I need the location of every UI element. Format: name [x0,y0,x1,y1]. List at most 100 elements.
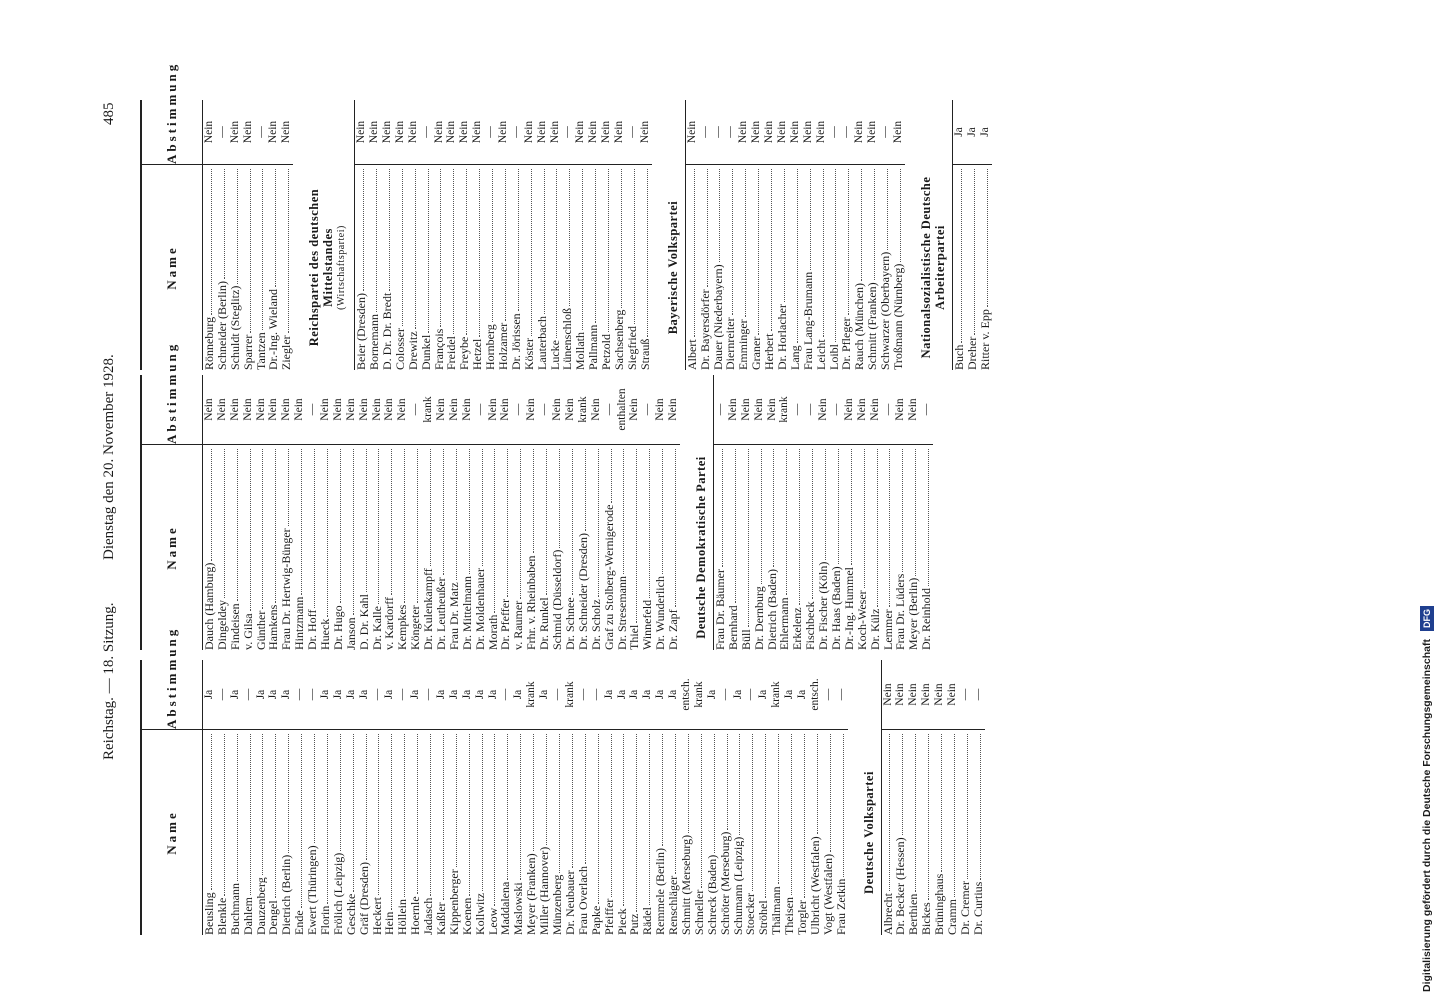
dot-leader [241,449,251,612]
vote: — [641,375,655,445]
member-name: Maddalena [499,881,513,935]
member-cell: Thälmann [770,730,783,935]
member-row: Frau Dr. Matz Nein [447,375,461,650]
vote: Nein [894,375,908,445]
dot-leader [254,734,264,876]
member-cell: Albrecht [881,730,894,935]
member-name: Bickes [920,902,934,935]
member-row: Dr. Leutheußer Nein [435,375,448,650]
dot-leader [868,449,878,607]
member-name: Siegfried [625,326,639,370]
page-number: 485 [101,102,117,126]
member-row: Dr. Dernburg Nein [752,375,766,650]
member-cell: Kaßler [435,730,448,935]
member-name: Schuldt (Steglitz) [228,285,242,370]
member-cell: Koenen [460,730,474,935]
member-name: Pfeiffer [602,898,616,935]
member-cell: Schmitt (Merseburg) [679,730,693,935]
vote: — [713,375,727,445]
member-cell: Findeisen [228,445,242,650]
member-row: Dr.-Ing. Wieland Nein [267,100,281,370]
member-row: Sachsenberg Nein [613,100,626,370]
vote: Nein [945,660,959,730]
member-row: Ziegler Nein [280,100,294,370]
member-cell: Schmitt (Franken) [866,165,879,370]
member-cell: Bickes [920,730,933,935]
member-name: Dr. Hugo [331,605,345,650]
member-name: Rauch (München) [853,283,867,370]
member-cell: Schwarzer (Oberbayern) [879,165,892,370]
dot-leader [241,169,251,333]
member-name: Dr. Leutheußer [435,577,448,650]
dot-leader [920,449,930,586]
member-cell: Putz [628,730,641,935]
member-name: Albert [685,339,699,370]
member-name: Dr. Haas (Baden) [829,566,843,650]
dot-leader [628,449,638,623]
member-row: Schröter (Merseburg) — [718,660,732,935]
member-name: Dr. Curtius [971,881,985,935]
party-subtitle: (Wirtschaftspartei) [336,225,348,310]
vote: Nein [458,100,472,165]
member-name: Leicht [814,339,828,370]
member-row: Günther Nein [254,375,268,650]
member-row: Hamkens Nein [267,375,281,650]
member-name: Herbert [763,333,776,370]
dot-leader [473,449,483,567]
member-row: Dr. Moldenhauer — [473,375,487,650]
vote: Ja [978,100,992,165]
party-title: Bayerische Volkspartei [665,200,680,335]
member-row: Brüninghaus Nein [933,660,946,935]
dot-leader [432,169,442,327]
dot-leader [381,169,390,291]
member-cell: Winnefeld [641,445,654,650]
member-cell: Ewert (Thüringen) [306,730,319,935]
dot-leader [576,734,586,865]
member-cell: Graf zu Stolberg-Wernigerode [602,445,616,650]
member-row: Dahlem — [241,660,255,935]
member-cell: Fischbeck [804,445,817,650]
vote: Nein [817,375,830,445]
table-header: Name Abstimmung [140,61,203,370]
member-cell: François [432,165,445,370]
dot-leader [460,734,470,896]
member-cell: Bornemann [368,165,381,370]
vote: Nein [486,375,500,445]
member-row: Hornberg — [484,100,498,370]
member-cell: Frau Lang-Brumann [801,165,815,370]
member-name: Frhr. v. Rheinbaben [525,555,539,650]
table-header: Name Abstimmung [140,341,203,650]
member-cell: Strauß [638,165,652,370]
dot-leader [254,449,264,609]
member-row: Maslowski Ja [512,660,526,935]
party-heading: Nationalsozialistische Deutsche Arbeiter… [905,165,952,370]
dot-leader [788,169,798,344]
dot-leader [842,449,852,565]
member-row: Petzold Nein [600,100,614,370]
member-row: Troßmann (Nürnberg) Nein [891,100,905,370]
dot-leader [602,734,612,897]
vote: Nein [280,100,294,165]
member-name: Frau Dr. Hertwig-Bünger [280,528,294,650]
vote: Nein [628,375,642,445]
member-cell: Dauzenberg [254,730,267,935]
member-name: Remmele (Berlin) [654,848,668,935]
vote: — [821,660,835,730]
vote: Nein [370,375,384,445]
dot-leader [319,449,328,617]
member-name: Blenkle [215,897,229,935]
member-row: Dr. Kulenkampff krank [422,375,436,650]
member-name: Dreher [965,336,979,370]
member-row: Ehlermann krank [778,375,792,650]
dot-leader [641,449,651,598]
vote: Ja [512,660,526,730]
vote: Nein [726,375,740,445]
member-cell: Gräf (Dresden) [357,730,371,935]
member-cell: Büll [739,445,753,650]
member-name: Brüninghaus [933,873,946,935]
member-cell: Dr. Neubauer [563,730,577,935]
member-cell: Vogt (Westfalen) [821,730,835,935]
dot-leader [447,449,457,581]
vote: Nein [471,100,485,165]
member-row: François Nein [432,100,446,370]
